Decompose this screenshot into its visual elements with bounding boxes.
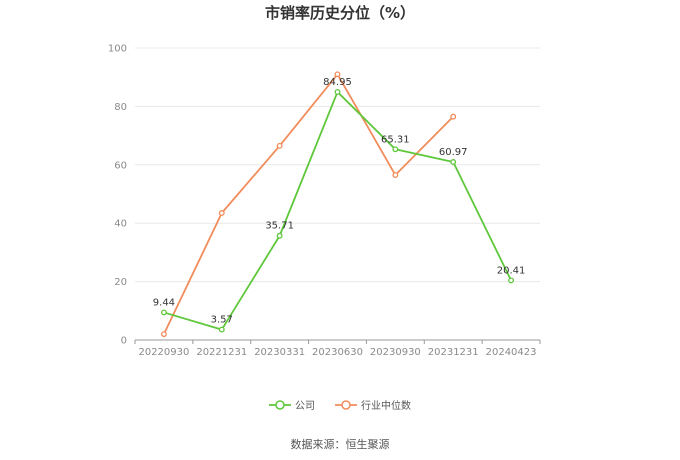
y-tick-label: 40	[114, 219, 127, 230]
data-point	[276, 232, 283, 239]
chart-title: 市销率历史分位（%）	[264, 4, 416, 22]
data-label: 3.57	[211, 315, 233, 326]
x-tick-label: 20230630	[312, 347, 363, 358]
y-tick-label: 60	[114, 160, 127, 171]
series-line	[163, 91, 512, 331]
axes: 0 20 40 60 80 100 20220930 20221231 20230331 2023…	[108, 44, 541, 358]
y-tick-label: 100	[108, 44, 127, 55]
series-layer	[160, 71, 515, 338]
data-label: 84.95	[323, 77, 352, 88]
data-point	[508, 277, 515, 284]
data-point	[334, 71, 341, 78]
data-point	[392, 146, 399, 153]
x-tick-label: 20220930	[138, 347, 189, 358]
data-label: 60.97	[439, 147, 468, 158]
data-point	[218, 326, 225, 333]
legend-swatch	[269, 399, 291, 410]
legend-item[interactable]: 公司	[269, 397, 315, 412]
legend: 公司 行业中位数	[0, 397, 680, 412]
x-tick-label: 20230930	[370, 347, 421, 358]
line-chart: 0 20 40 60 80 100 20220930 20221231 20230331 2023…	[108, 44, 541, 358]
legend-marker	[341, 399, 351, 410]
data-point	[160, 331, 167, 338]
data-point	[392, 172, 399, 178]
x-tick-label: 20230331	[254, 347, 305, 358]
x-tick-label: 20231231	[428, 347, 479, 358]
data-point	[450, 113, 457, 120]
legend-swatch	[335, 399, 357, 410]
data-point	[334, 88, 341, 95]
x-tick-label: 20221231	[196, 347, 247, 358]
data-point	[276, 142, 283, 149]
series-line	[163, 73, 454, 335]
y-tick-label: 80	[114, 102, 127, 113]
data-label: 20.41	[497, 265, 526, 276]
y-tick-label: 0	[121, 336, 127, 347]
data-label: 35.71	[265, 221, 294, 232]
data-point	[450, 159, 457, 165]
legend-label: 公司	[295, 401, 315, 412]
y-tick-label: 20	[114, 277, 127, 288]
legend-item[interactable]: 行业中位数	[335, 397, 411, 412]
grid-lines	[135, 47, 540, 283]
legend-marker	[275, 399, 285, 410]
data-label: 65.31	[381, 134, 410, 145]
legend-label: 行业中位数	[361, 401, 411, 412]
data-labels: 9.44 3.57 35.71 84.95 65.31 60.97 20.41	[153, 77, 526, 326]
data-point	[218, 210, 225, 216]
source-note: 数据来源：恒生聚源	[290, 438, 390, 451]
data-label: 9.44	[153, 297, 175, 308]
data-point	[160, 309, 167, 316]
x-tick-label: 20240423	[486, 347, 537, 358]
